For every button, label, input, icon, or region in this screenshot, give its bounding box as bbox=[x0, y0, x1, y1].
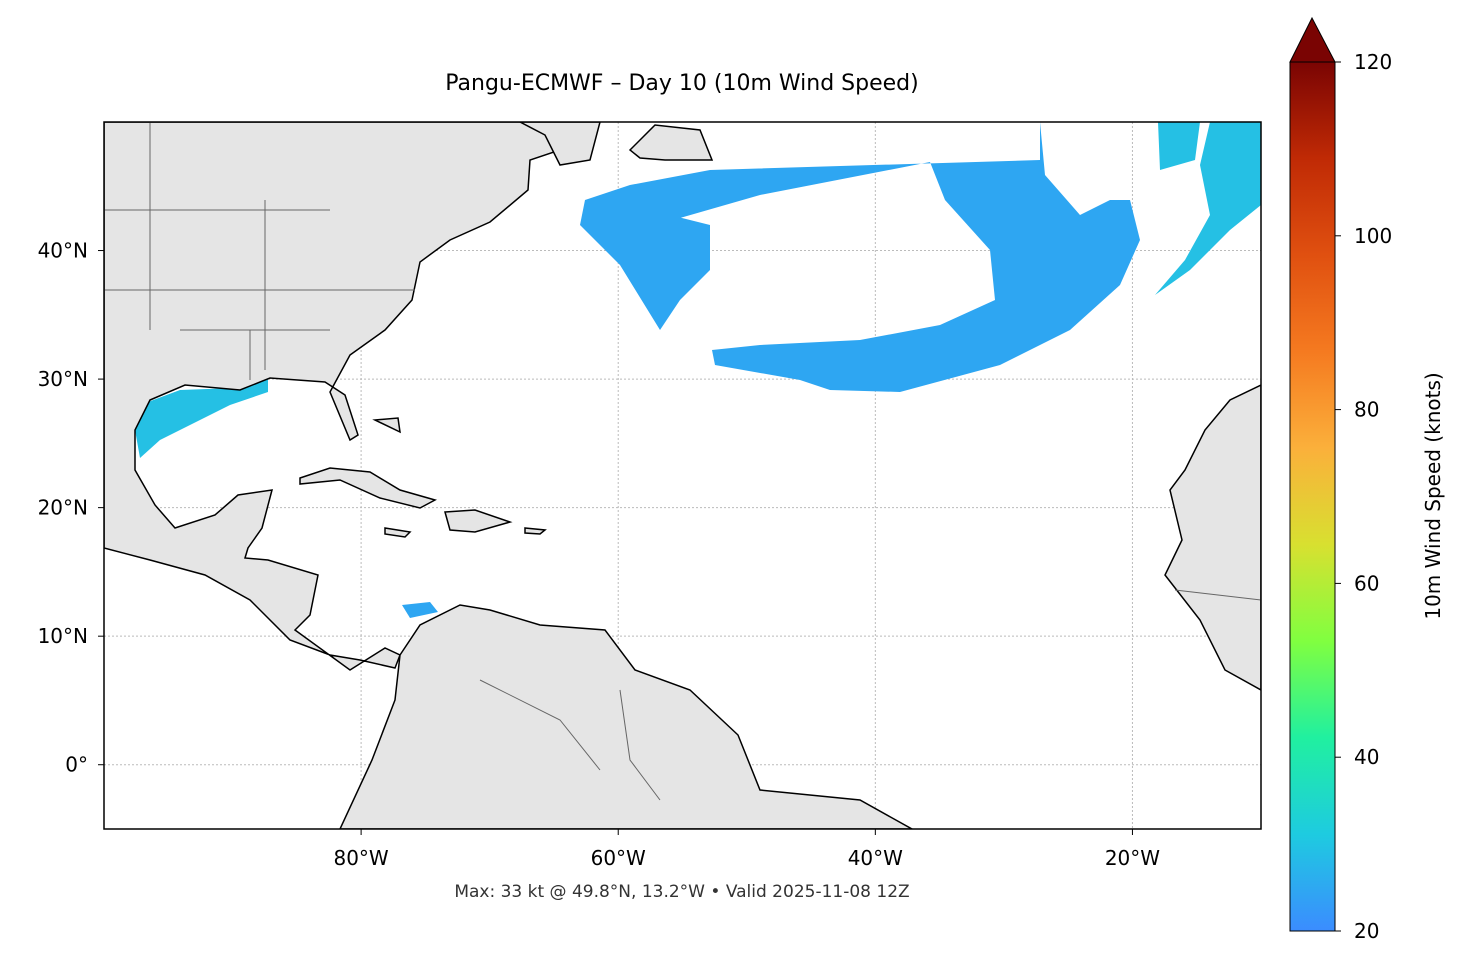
land bbox=[339, 604, 914, 829]
colorbar-label: 10m Wind Speed (knots) bbox=[1421, 372, 1445, 619]
colorbar-tick-label: 120 bbox=[1354, 50, 1392, 74]
x-tick-label: 80°W bbox=[333, 846, 388, 870]
colorbar-tick-label: 40 bbox=[1354, 745, 1379, 769]
y-tick-label: 10°N bbox=[38, 624, 88, 648]
map-frame bbox=[103, 121, 1262, 830]
x-tick-label: 60°W bbox=[591, 846, 646, 870]
land bbox=[1164, 384, 1261, 691]
land bbox=[519, 122, 714, 166]
colorbar bbox=[1289, 61, 1336, 932]
wind-field bbox=[135, 378, 268, 458]
land bbox=[104, 122, 561, 671]
colorbar-tick-label: 80 bbox=[1354, 398, 1379, 422]
y-tick-label: 30°N bbox=[38, 367, 88, 391]
y-tick-label: 0° bbox=[65, 753, 88, 777]
chart-title: Pangu-ECMWF – Day 10 (10m Wind Speed) bbox=[445, 71, 918, 96]
wind-field bbox=[402, 602, 438, 618]
wind-field bbox=[560, 122, 1140, 392]
land bbox=[299, 417, 547, 538]
colorbar-tick-label: 60 bbox=[1354, 571, 1379, 595]
colorbar-extend bbox=[1289, 16, 1336, 63]
map bbox=[104, 122, 1261, 829]
x-tick-label: 40°W bbox=[848, 846, 903, 870]
y-tick-label: 20°N bbox=[38, 496, 88, 520]
x-tick-label: 20°W bbox=[1105, 846, 1160, 870]
border bbox=[104, 122, 1261, 801]
colorbar-tick-label: 100 bbox=[1354, 224, 1392, 248]
colorbar-tick-label: 20 bbox=[1354, 919, 1379, 943]
wind-field bbox=[1155, 122, 1261, 295]
y-tick-label: 40°N bbox=[38, 239, 88, 263]
footer-note: Max: 33 kt @ 49.8°N, 13.2°W • Valid 2025… bbox=[454, 882, 909, 902]
